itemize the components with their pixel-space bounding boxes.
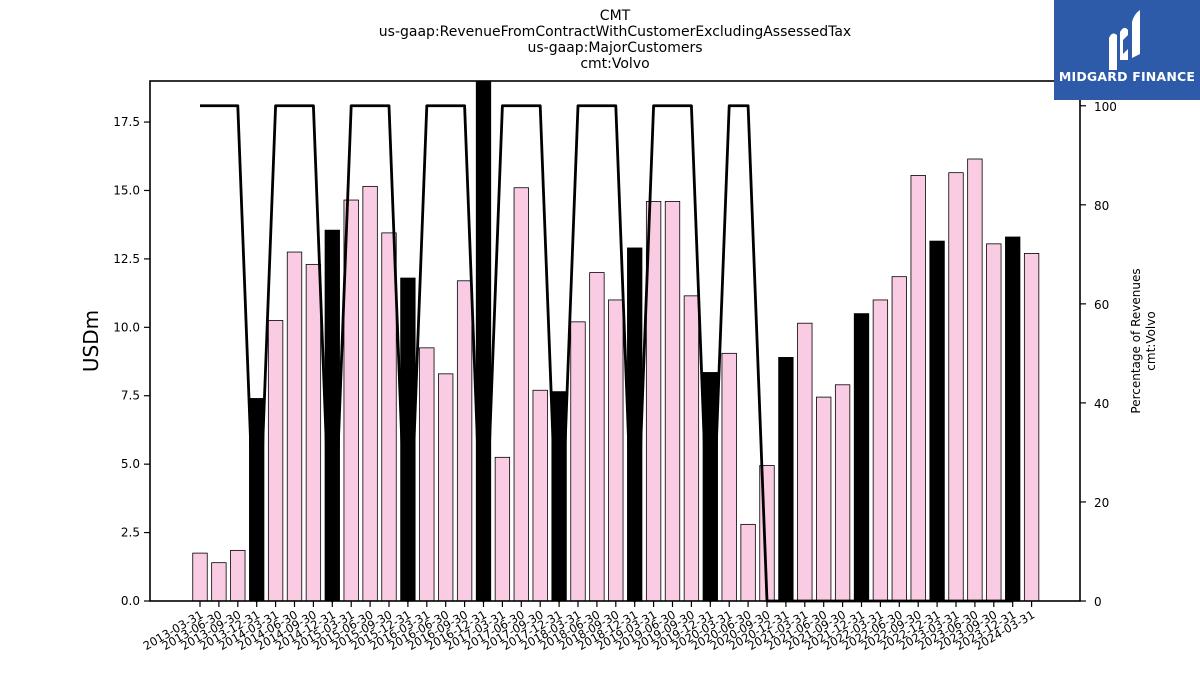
right-axis: 0 20 40 60 80 100 <box>1080 100 1117 609</box>
left-tick-label: 17.5 <box>113 115 140 129</box>
line-group <box>200 104 1013 603</box>
bar-2020-06-30 <box>740 523 756 602</box>
brand-mark-icon <box>1109 10 1140 70</box>
right-axis-label-line-2: cmt:Volvo <box>1144 311 1158 370</box>
bar-2014-06-30 <box>286 251 303 602</box>
bar-2014-03-31 <box>267 320 284 602</box>
brand-name: MIDGARD FINANCE <box>1058 69 1196 84</box>
bar-2020-03-31 <box>721 352 737 602</box>
bar-2013-06-30 <box>211 562 227 602</box>
bar-2018-06-30 <box>589 272 605 602</box>
bars-group <box>192 80 1040 602</box>
bar-2018-09-30 <box>608 299 624 602</box>
left-tick-label: 7.5 <box>121 389 140 403</box>
bar-2023-12-31 <box>1005 236 1021 602</box>
chart-title: CMT us-gaap:RevenueFromContractWithCusto… <box>379 8 851 72</box>
left-tick-label: 0.0 <box>121 594 140 608</box>
chart-title-line-4: cmt:Volvo <box>580 56 649 72</box>
bar-2021-03-31 <box>797 322 813 602</box>
left-axis: 0.0 2.5 5.0 7.5 10.0 12.5 15.0 17.5 <box>113 115 150 608</box>
bar-2023-06-30 <box>967 158 983 602</box>
chart-title-line-3: us-gaap:MajorCustomers <box>527 40 702 56</box>
right-tick-label: 0 <box>1094 595 1102 609</box>
bar-2021-09-30 <box>834 384 851 602</box>
right-tick-label: 40 <box>1094 397 1109 411</box>
bar-2018-12-31 <box>627 247 643 602</box>
left-tick-label: 15.0 <box>113 183 140 197</box>
bar-2019-06-30 <box>664 201 681 602</box>
plot-frame <box>149 80 1081 602</box>
bar-2013-03-31 <box>192 552 208 602</box>
bar-2015-09-30 <box>381 232 397 602</box>
left-tick-label: 2.5 <box>121 526 140 540</box>
bar-2023-03-31 <box>948 172 964 602</box>
chart-title-line-2: us-gaap:RevenueFromContractWithCustomerE… <box>379 24 851 40</box>
y-axis-label: USDm <box>79 310 103 372</box>
bar-2020-12-31 <box>778 357 794 602</box>
bar-2023-09-30 <box>986 243 1002 602</box>
bar-2016-09-30 <box>456 280 473 602</box>
bar-2016-12-31 <box>475 80 492 602</box>
right-tick-label: 100 <box>1094 100 1117 114</box>
bar-2017-06-30 <box>513 187 529 602</box>
bar-2022-12-31 <box>929 240 945 602</box>
left-tick-label: 12.5 <box>113 252 140 266</box>
bar-2016-06-30 <box>438 373 454 602</box>
bar-2015-06-30 <box>362 185 378 602</box>
bar-2021-12-31 <box>853 313 870 602</box>
right-axis-label-line-1: Percentage of Revenues <box>1129 268 1143 413</box>
left-tick-label: 5.0 <box>121 457 140 471</box>
right-tick-label: 20 <box>1094 496 1109 510</box>
bar-2019-09-30 <box>683 295 700 602</box>
percentage-line <box>200 104 1013 603</box>
bar-2014-12-31 <box>324 229 340 602</box>
bar-2016-03-31 <box>419 347 435 602</box>
x-axis: 2013-03-312013-06-302013-09-302013-12-31… <box>141 601 1037 653</box>
bar-2018-03-31 <box>570 321 586 602</box>
chart-title-line-1: CMT <box>600 8 631 24</box>
bar-2022-06-30 <box>891 276 907 602</box>
bar-2021-06-30 <box>816 396 832 602</box>
bar-2017-03-31 <box>494 456 511 602</box>
left-tick-label: 10.0 <box>113 320 140 334</box>
bar-2022-09-30 <box>910 175 926 602</box>
bar-2017-09-30 <box>532 389 548 602</box>
bar-2014-09-30 <box>305 263 322 602</box>
right-tick-label: 60 <box>1094 298 1109 312</box>
bar-2013-09-30 <box>230 549 246 602</box>
right-tick-label: 80 <box>1094 199 1109 213</box>
brand-logo: MIDGARD FINANCE <box>1054 0 1200 100</box>
bar-2024-03-31 <box>1023 253 1040 602</box>
bar-2022-03-31 <box>872 299 889 602</box>
